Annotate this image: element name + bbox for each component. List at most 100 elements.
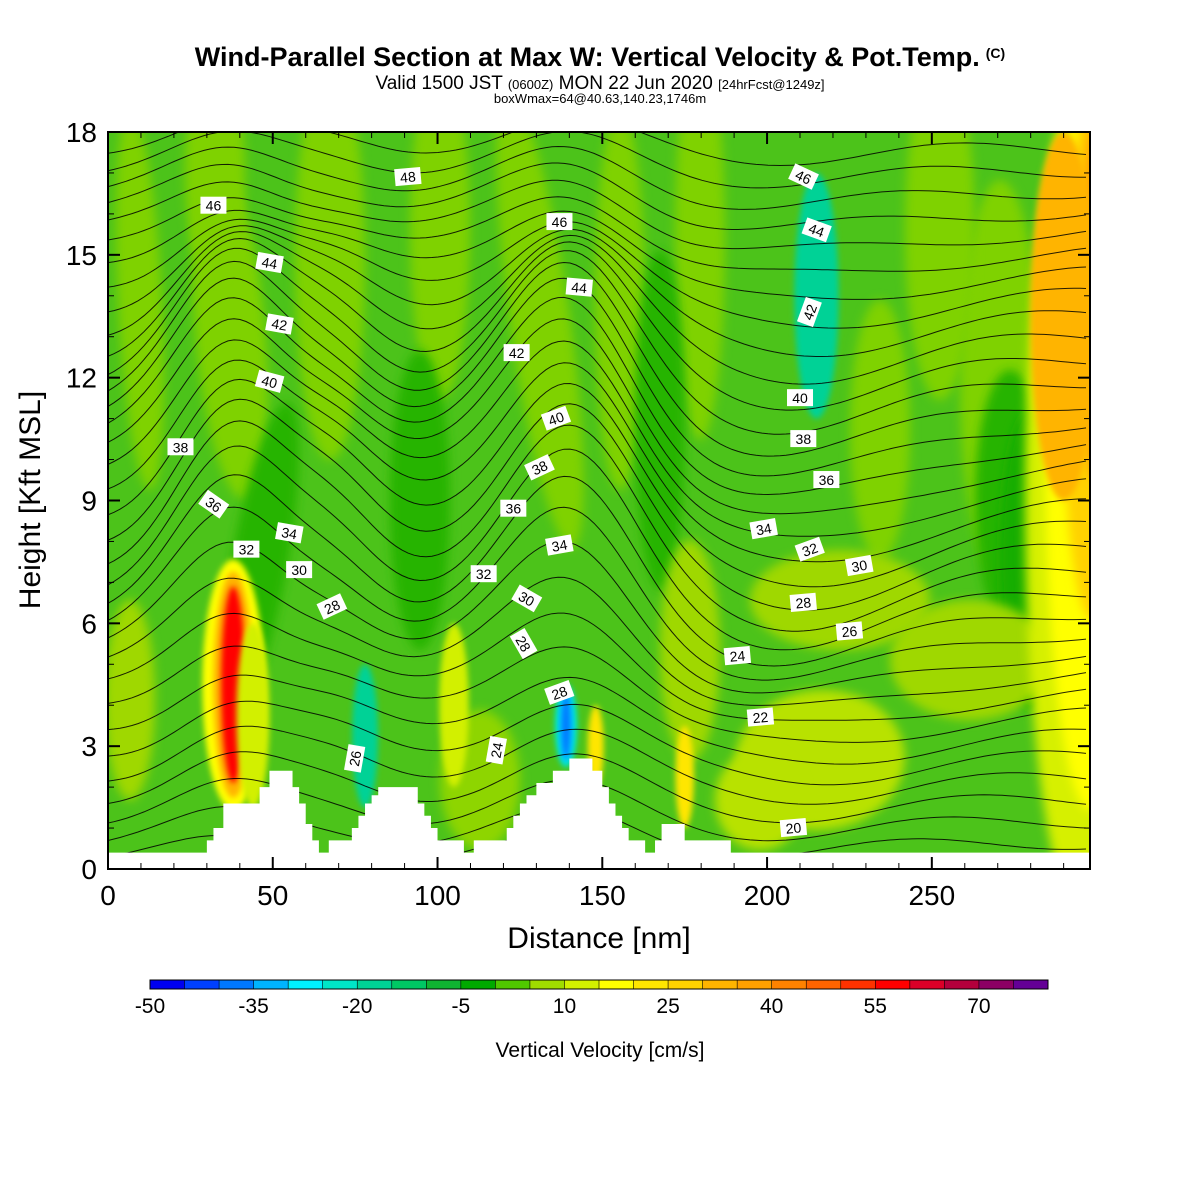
colorbar: -50 -35 -20 -5 10 25 40 55 70	[135, 979, 1049, 1018]
theta-label-box	[275, 522, 304, 544]
theta-label: 40	[254, 369, 285, 393]
colorbar-swatch	[288, 980, 324, 989]
theta-label-text: 46	[793, 166, 814, 187]
theta-label-box	[545, 534, 574, 556]
theta-label-text: 36	[506, 501, 522, 517]
colorbar-tick-label: 10	[553, 995, 576, 1018]
colorbar-swatch	[495, 980, 531, 989]
theta-label: 36	[198, 489, 230, 519]
theta-label-box	[255, 251, 284, 274]
x-tick-label: 200	[744, 880, 791, 911]
theta-label-text: 28	[795, 594, 812, 611]
theta-label: 28	[789, 592, 817, 612]
theta-label-text: 32	[476, 566, 492, 582]
theta-label: 42	[265, 313, 294, 335]
colorbar-swatch	[702, 980, 738, 989]
colorbar-swatch	[599, 980, 635, 989]
theta-label-box	[813, 471, 840, 489]
theta-label-text: 26	[841, 623, 858, 640]
theta-label-box	[198, 489, 230, 519]
theta-contour-line	[108, 398, 1087, 611]
theta-label-text: 30	[850, 557, 868, 575]
theta-label: 32	[233, 540, 260, 558]
colorbar-tick-label: -20	[342, 995, 372, 1018]
field-texture-blob	[890, 600, 1050, 720]
theta-label-box	[794, 536, 825, 562]
theta-contour-line	[108, 260, 1087, 457]
y-tick-label: 12	[66, 363, 97, 394]
theta-label: 32	[794, 536, 825, 562]
colorbar-swatch	[150, 980, 186, 989]
theta-label: 40	[540, 405, 572, 431]
theta-label: 34	[749, 518, 778, 540]
y-tick-label: 6	[81, 608, 97, 639]
theta-label: 44	[565, 277, 593, 297]
theta-contour-line	[108, 225, 1087, 357]
theta-label-box	[233, 540, 260, 558]
theta-label-box	[503, 344, 530, 362]
valid-date: MON 22 Jun 2020	[558, 73, 713, 94]
colorbar-swatch	[737, 980, 773, 989]
field-texture-blob	[850, 300, 910, 560]
theta-contour-line	[108, 612, 1087, 721]
theta-label-text: 42	[270, 315, 288, 333]
theta-label-box	[749, 518, 778, 540]
colorbar-tick-label: 70	[967, 995, 990, 1018]
theta-contour-line	[108, 751, 1087, 824]
x-tick-label: 50	[257, 880, 288, 911]
theta-label-box	[509, 628, 538, 660]
theta-label-text: 24	[729, 647, 746, 664]
x-tick-label: 250	[908, 880, 955, 911]
theta-label-text: 48	[399, 168, 416, 185]
colorbar-swatch	[564, 980, 600, 989]
theta-label-box	[524, 454, 555, 481]
theta-label-text: 22	[752, 709, 769, 726]
theta-label: 30	[511, 584, 543, 613]
theta-label-text: 28	[549, 683, 569, 703]
theta-contour-line	[108, 420, 1087, 632]
theta-contour-line	[108, 218, 1087, 329]
theta-label: 46	[788, 163, 819, 190]
theta-contour-line	[108, 231, 1087, 385]
theta-label: 30	[844, 554, 874, 577]
colorbar-swatch	[1013, 980, 1049, 989]
valid-time-line: Valid 1500 JST (0600Z) MON 22 Jun 2020 […	[0, 73, 1200, 95]
theta-label-text: 20	[785, 819, 802, 836]
x-axis-label: Distance [nm]	[507, 922, 690, 955]
theta-label-text: 30	[516, 588, 538, 610]
theta-label-box	[787, 389, 814, 407]
theta-label-text: 40	[792, 390, 808, 406]
field-texture-blob	[108, 600, 155, 800]
chart-title: Wind-Parallel Section at Max W: Vertical…	[0, 42, 1200, 73]
colorbar-swatch	[978, 980, 1014, 989]
theta-label-box	[723, 645, 752, 666]
theta-contour-line	[108, 541, 1087, 694]
theta-label-text: 40	[260, 372, 279, 392]
box-wmax-info: boxWmax=64@40.63,140.23,1746m	[493, 91, 707, 106]
theta-label: 24	[485, 735, 507, 765]
theta-label-text: 28	[512, 633, 534, 655]
colorbar-swatch	[391, 980, 427, 989]
theta-label-box	[394, 166, 422, 187]
theta-label-text: 34	[550, 536, 568, 554]
theta-contour-line	[108, 237, 1087, 411]
x-tick-label: 150	[579, 880, 626, 911]
theta-label-text: 34	[755, 520, 773, 538]
theta-label-text: 42	[800, 302, 820, 322]
y-tick-label: 9	[81, 486, 97, 517]
theta-label-box	[286, 561, 313, 579]
colorbar-swatch	[771, 980, 807, 989]
theta-contour-line	[108, 196, 1087, 272]
theta-label-text: 34	[280, 524, 298, 542]
colorbar-label: Vertical Velocity [cm/s]	[496, 1039, 705, 1062]
colorbar-swatch	[460, 980, 496, 989]
colorbar-tick-label: -5	[452, 995, 471, 1018]
colorbar-swatch	[944, 980, 980, 989]
theta-label: 26	[344, 744, 366, 773]
colorbar-swatch	[253, 980, 289, 989]
colorbar-swatch	[875, 980, 911, 989]
colorbar-swatch	[633, 980, 669, 989]
theta-label: 22	[746, 707, 775, 727]
theta-label: 48	[394, 166, 422, 187]
